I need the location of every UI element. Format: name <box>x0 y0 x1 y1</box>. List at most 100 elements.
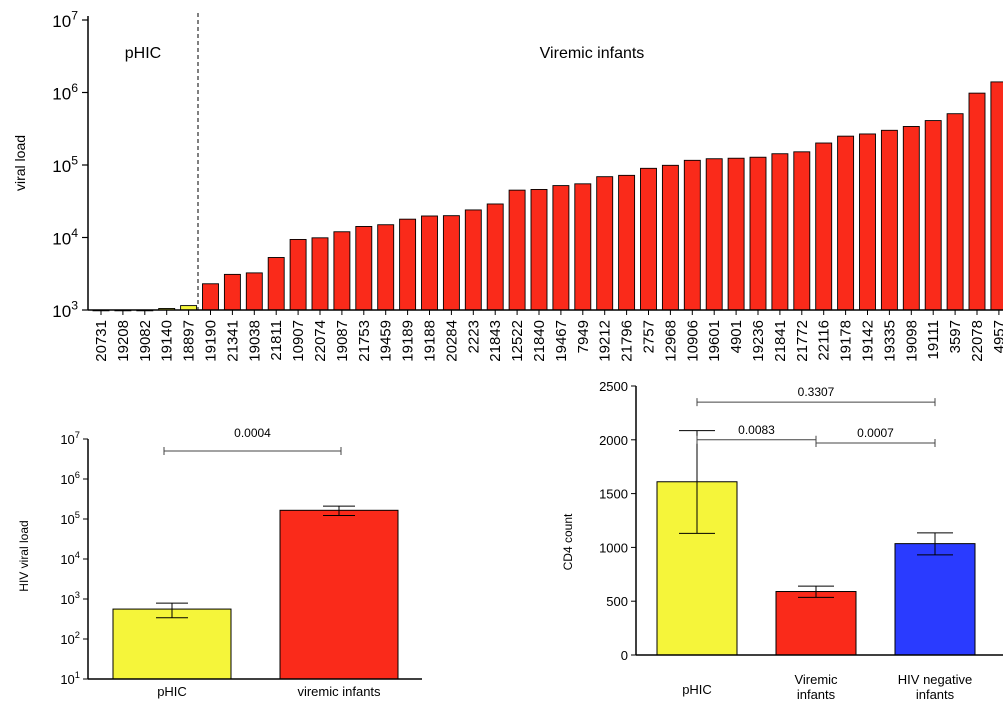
panel-c-tick-label: 2500 <box>599 379 628 394</box>
patient-id-label: 2223 <box>465 320 482 353</box>
panel-c-comparisons: 0.3307 0.0083 0.0007 <box>696 385 936 448</box>
panel-a-tick-label: 107 <box>52 8 78 31</box>
panel-a-tick-label-exponent: 4 <box>71 226 78 240</box>
patient-id-label: 21811 <box>268 320 285 361</box>
panel-c-category-label: HIV negative <box>898 672 972 687</box>
bar-2757 <box>640 167 657 311</box>
patient-id-label: 22116 <box>816 320 833 361</box>
panel-b-tick-label-exponent: 2 <box>75 630 80 640</box>
panel-a-tick-label: 103 <box>52 298 78 321</box>
panel-b-tick-label-exponent: 5 <box>75 510 80 520</box>
panel-c-category-label: Viremic <box>794 672 838 687</box>
patient-id-label: 22074 <box>312 320 329 362</box>
panel-b-tick-label-exponent: 4 <box>75 550 80 560</box>
patient-id-label: 19335 <box>881 320 898 362</box>
bar-12522 <box>508 189 526 311</box>
patient-id-label: 22078 <box>969 320 986 362</box>
bar-22116 <box>815 142 833 311</box>
bar-22078 <box>968 92 986 311</box>
patient-id-label: 4957 <box>991 320 1003 353</box>
patient-id-label: 19601 <box>706 320 723 362</box>
patient-id-label: 21843 <box>487 320 504 362</box>
cd4-bar <box>775 591 857 656</box>
patient-id-label: 4901 <box>728 320 745 353</box>
bar-3597 <box>946 113 964 311</box>
panel-b-category-label: pHIC <box>157 684 187 699</box>
patient-id-label: 7949 <box>575 320 592 353</box>
panel-b-tick-label-base: 10 <box>60 552 74 567</box>
patient-id-label: 19467 <box>553 320 570 362</box>
panel-a-tick-label-base: 10 <box>52 157 71 176</box>
bar-viremic-infants <box>279 509 399 680</box>
bar-21811 <box>267 257 285 311</box>
bar-19098 <box>902 126 920 311</box>
bar-19459 <box>377 224 395 311</box>
panel-b-tick-label-exponent: 7 <box>75 430 80 440</box>
panel-b-tick-label: 104 <box>60 550 80 567</box>
bar-19188 <box>421 215 438 311</box>
panel-c-tick-label: 500 <box>606 594 628 609</box>
patient-id-label: 21796 <box>619 320 636 362</box>
bar-19038 <box>245 272 263 311</box>
panel-b-tick-label: 106 <box>60 470 80 487</box>
p-value-label: 0.0004 <box>234 426 271 440</box>
p-value-label: 0.0083 <box>738 423 775 437</box>
panel-a-tick-label-base: 10 <box>52 12 71 31</box>
bar-10906 <box>683 159 701 311</box>
bar-7949 <box>574 183 592 311</box>
panel-b-tick-label-exponent: 1 <box>75 670 80 680</box>
panel-c-category-label: pHIC <box>682 682 712 697</box>
bar-19142 <box>859 133 876 311</box>
panel-b-tick-label-base: 10 <box>60 472 74 487</box>
patient-id-label: 19189 <box>400 320 417 362</box>
bar-21753 <box>355 226 373 311</box>
patient-id-label: 19082 <box>137 320 154 362</box>
panel-b-tick-label-base: 10 <box>60 672 74 687</box>
group-label-viremic: Viremic infants <box>540 45 645 62</box>
patient-id-label: 21753 <box>356 320 373 362</box>
patient-id-label: 19212 <box>597 320 614 362</box>
bar-10907 <box>289 238 307 311</box>
panel-b-y-axis-label: HIV viral load <box>17 520 31 591</box>
panel-a-x-tick-labels: 20731 19208 19082 19140 18897 19190 21341 19038… <box>93 310 1003 362</box>
patient-id-label: 21341 <box>224 320 241 362</box>
patient-id-label: 3597 <box>947 320 964 353</box>
patient-id-label: 19459 <box>378 320 395 362</box>
panel-a-tick-label-exponent: 7 <box>71 8 78 22</box>
panel-b-tick-label-base: 10 <box>60 512 74 527</box>
panel-a-tick-label: 106 <box>52 81 78 104</box>
bar-22074 <box>311 237 329 311</box>
patient-id-label: 19178 <box>838 320 855 362</box>
patient-id-label: 19038 <box>246 320 263 362</box>
bar-21841 <box>771 153 789 311</box>
panel-a-tick-label: 105 <box>52 153 78 176</box>
cd4-count-chart: CD4 count 0 500 1000 1500 2000 2500 0.3307 0.0… <box>561 379 1003 702</box>
patient-id-label: 21772 <box>794 320 811 362</box>
panel-b-x-tick-labels: pHIC viremic infants <box>157 684 381 699</box>
patient-id-label: 19142 <box>860 320 877 362</box>
patient-id-label: 10906 <box>684 320 701 362</box>
panel-a-tick-label-base: 10 <box>52 302 71 321</box>
panel-c-tick-label: 0 <box>621 648 628 663</box>
patient-id-label: 19208 <box>115 320 132 362</box>
panel-c-y-ticks: 0 500 1000 1500 2000 2500 <box>599 379 636 663</box>
bar-19087 <box>333 231 351 311</box>
panel-c-tick-label: 1000 <box>599 540 628 555</box>
patient-id-label: 19098 <box>903 320 920 362</box>
bar-21772 <box>793 151 811 311</box>
panel-a-tick-label-base: 10 <box>52 230 71 249</box>
cd4-bar <box>894 543 976 656</box>
panel-c-y-axis-label: CD4 count <box>561 513 575 570</box>
bar-19212 <box>596 176 614 311</box>
panel-b-tick-label: 105 <box>60 510 80 527</box>
panel-a-tick-label-exponent: 6 <box>71 81 78 95</box>
panel-b-tick-label-exponent: 6 <box>75 470 80 480</box>
panel-c-category-label: infants <box>916 687 955 702</box>
bar-19190 <box>202 283 219 311</box>
panel-b-bars <box>112 505 399 680</box>
panel-b-category-label: viremic infants <box>297 684 381 699</box>
panel-a-bars <box>92 81 1003 312</box>
